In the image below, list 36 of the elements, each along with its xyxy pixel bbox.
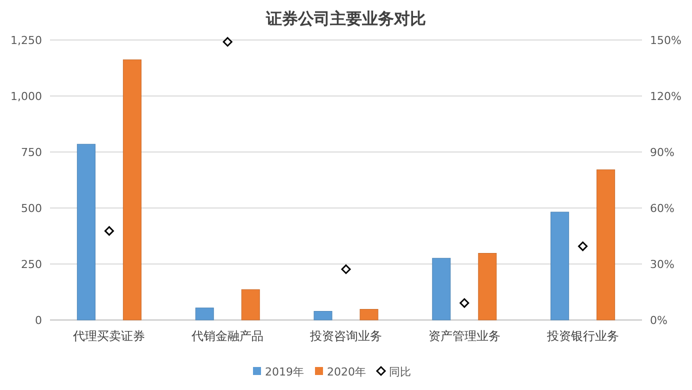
- y2-tick-label: 30%: [650, 258, 674, 271]
- point: [222, 37, 232, 47]
- y-tick-label: 500: [21, 202, 42, 215]
- legend-label: 2020年: [327, 365, 366, 378]
- bar: [432, 258, 451, 320]
- point: [578, 242, 588, 252]
- bar: [360, 309, 378, 320]
- bar: [122, 59, 142, 320]
- bar: [596, 169, 616, 320]
- y2-tick-label: 60%: [650, 202, 674, 215]
- y2-tick-label: 120%: [650, 90, 682, 103]
- y-tick-label: 1,250: [10, 34, 42, 47]
- point: [341, 264, 351, 274]
- x-tick-label: 投资银行业务: [546, 329, 619, 343]
- y-tick-label: 0: [35, 314, 42, 327]
- legend-label: 2019年: [265, 365, 304, 378]
- x-tick-label: 代理买卖证券: [72, 329, 146, 343]
- bar: [550, 212, 570, 320]
- y-tick-label: 250: [21, 258, 42, 271]
- x-tick-label: 资产管理业务: [428, 329, 500, 343]
- bar: [241, 289, 260, 320]
- chart-title: 证券公司主要业务对比: [265, 9, 426, 28]
- bar: [478, 253, 497, 320]
- bar: [314, 311, 332, 320]
- y-tick-label: 1,000: [10, 90, 42, 103]
- y2-tick-label: 150%: [650, 34, 682, 47]
- y2-tick-label: 0%: [650, 314, 668, 327]
- x-tick-label: 投资咨询业务: [309, 329, 382, 343]
- bar: [76, 144, 96, 320]
- bar: [195, 308, 214, 320]
- x-tick-label: 代销金融产品: [190, 329, 264, 343]
- point: [104, 226, 114, 236]
- legend-label: 同比: [389, 365, 411, 378]
- point: [460, 298, 470, 308]
- y-tick-label: 750: [21, 146, 42, 159]
- y2-tick-label: 90%: [650, 146, 674, 159]
